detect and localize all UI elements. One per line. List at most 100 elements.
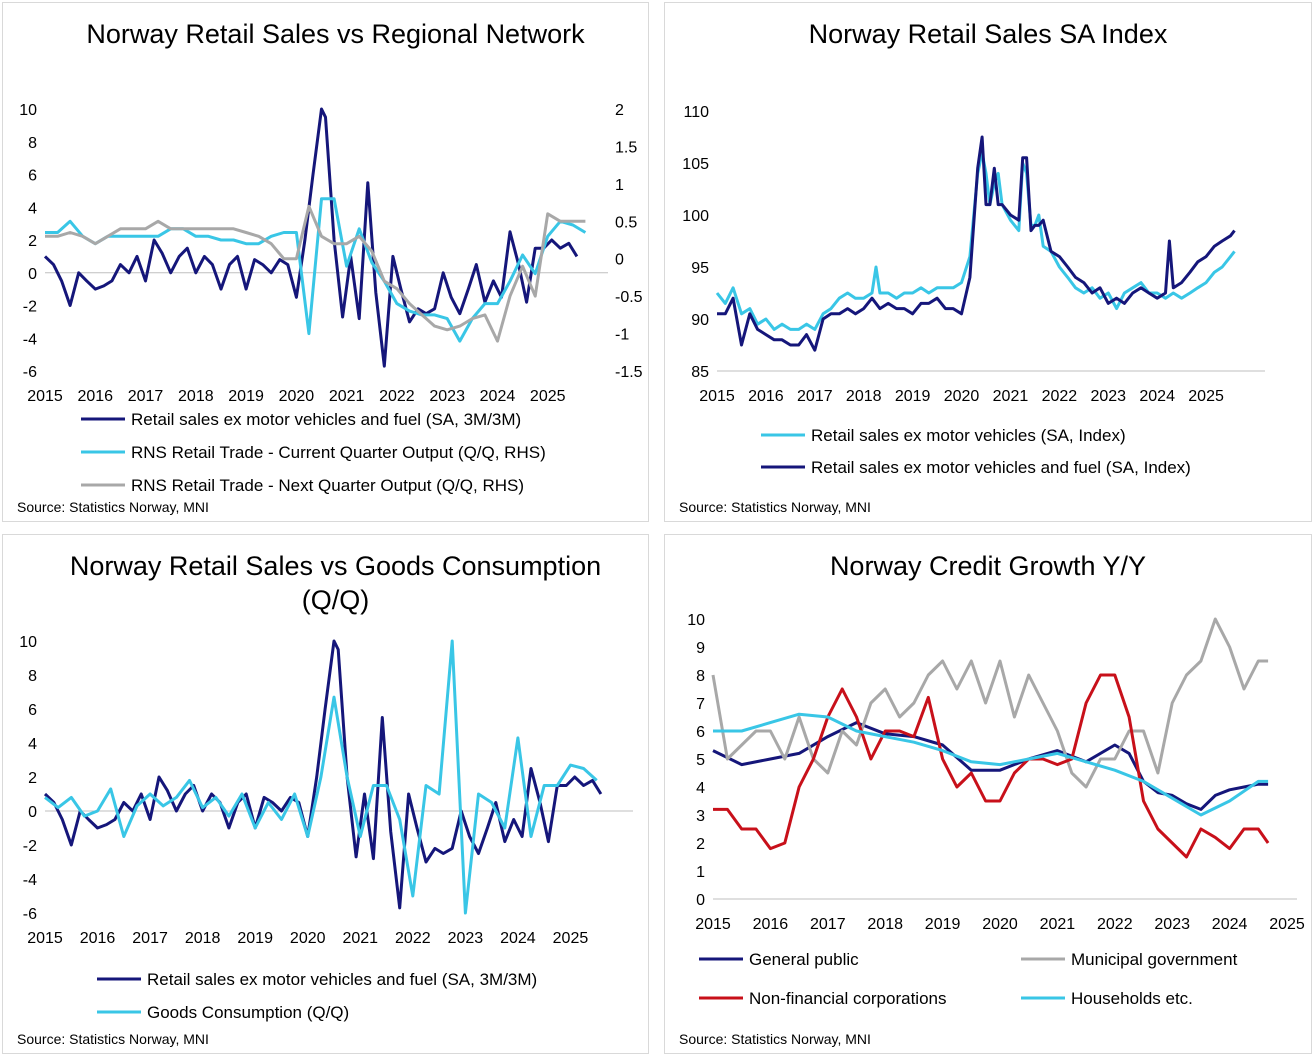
y-tick-label: 9	[696, 640, 705, 657]
x-tick-label: 2016	[80, 930, 116, 947]
x-tick-label: 2015	[27, 930, 63, 947]
chart-title: Norway Retail Sales vs Regional Network	[86, 19, 585, 49]
y2-tick-label: -0.5	[615, 289, 643, 306]
y-tick-label: 8	[28, 668, 37, 685]
x-tick-label: 2021	[342, 930, 378, 947]
x-tick-label: 2019	[237, 930, 273, 947]
y-tick-label: 10	[19, 102, 37, 119]
x-tick-label: 2023	[1090, 388, 1126, 405]
series-line-red	[713, 673, 1270, 859]
chart-plot: 10 8 6 4 2 0 -2 -4 -6 2 1.5 1 0.5 0 -0.5 -1 -1.5 2015 2016…	[19, 102, 643, 495]
y-tick-label: 4	[28, 200, 37, 217]
y-tick-label: 10	[19, 634, 37, 651]
x-tick-label: 2019	[925, 916, 961, 933]
y-tick-label: 8	[28, 135, 37, 152]
legend-label: Non-financial corporations	[749, 989, 947, 1008]
source-note: Source: Statistics Norway, MNI	[679, 499, 871, 515]
x-tick-label: 2023	[429, 388, 465, 405]
source-note: Source: Statistics Norway, MNI	[17, 499, 209, 515]
y-tick-label: 8	[696, 668, 705, 685]
y-tick-label: 2	[28, 770, 37, 787]
x-tick-label: 2016	[753, 916, 789, 933]
x-tick-label: 2015	[699, 388, 735, 405]
x-tick-label: 2025	[530, 388, 566, 405]
y-tick-label: 90	[691, 312, 709, 329]
y-tick-label: -2	[23, 299, 37, 316]
y-tick-label: 7	[696, 696, 705, 713]
x-tick-label: 2022	[379, 388, 415, 405]
x-tick-label: 2017	[128, 388, 164, 405]
y-tick-label: -4	[23, 331, 37, 348]
y2-tick-label: 1.5	[615, 139, 637, 156]
x-tick-label: 2019	[228, 388, 264, 405]
y-tick-label: 4	[28, 736, 37, 753]
legend-label: Goods Consumption (Q/Q)	[147, 1003, 349, 1022]
y-tick-label: 6	[28, 168, 37, 185]
chart-title: Norway Retail Sales vs Goods Consumption…	[69, 551, 602, 615]
series-line-cyan	[715, 151, 1236, 331]
y-tick-label: -6	[23, 364, 37, 381]
x-tick-label: 2022	[395, 930, 431, 947]
legend-label: Retail sales ex motor vehicles and fuel …	[131, 410, 521, 429]
y-tick-label: 2	[28, 233, 37, 250]
chart-title: Norway Credit Growth Y/Y	[829, 551, 1147, 581]
y-tick-label: 85	[691, 364, 709, 381]
x-tick-label: 2018	[178, 388, 214, 405]
chart-panel-credit-growth: Norway Credit Growth Y/Y 10 9 8 7 6 5 4 3 2 1 0 201…	[664, 534, 1312, 1054]
y-tick-label: 3	[696, 808, 705, 825]
y-tick-label: 6	[28, 702, 37, 719]
x-tick-label: 2021	[993, 388, 1029, 405]
x-tick-label: 2018	[867, 916, 903, 933]
y-tick-label: 0	[28, 266, 37, 283]
series-line-navy	[43, 639, 603, 910]
y2-tick-label: -1	[615, 327, 629, 344]
legend-label: RNS Retail Trade - Next Quarter Output (…	[131, 476, 524, 495]
y-tick-label: 110	[683, 104, 709, 121]
x-tick-label: 2024	[500, 930, 536, 947]
x-tick-label: 2016	[748, 388, 784, 405]
series-line-grey	[45, 204, 586, 343]
x-tick-label: 2023	[1154, 916, 1190, 933]
y-tick-label: 105	[682, 156, 709, 173]
x-tick-label: 2025	[1188, 388, 1224, 405]
chart-panel-retail-vs-regional-network: Norway Retail Sales vs Regional Network …	[2, 2, 649, 522]
series-line-cyan	[713, 712, 1269, 817]
y-tick-label: 0	[696, 892, 705, 909]
x-tick-label: 2020	[279, 388, 315, 405]
source-note: Source: Statistics Norway, MNI	[17, 1031, 209, 1047]
y2-tick-label: 0.5	[615, 214, 637, 231]
series-line-cyan	[45, 197, 587, 343]
y-tick-label: 10	[687, 612, 705, 629]
y-tick-label: -4	[23, 872, 37, 889]
x-tick-label: 2016	[77, 388, 113, 405]
x-tick-label: 2020	[982, 916, 1018, 933]
x-tick-label: 2017	[132, 930, 168, 947]
y2-tick-label: 1	[615, 177, 624, 194]
y-tick-label: -6	[23, 906, 37, 923]
series-line-navy	[717, 135, 1236, 352]
x-tick-label: 2024	[480, 388, 516, 405]
y2-tick-label: 0	[615, 252, 624, 269]
x-tick-label: 2020	[944, 388, 980, 405]
x-tick-label: 2024	[1139, 388, 1175, 405]
chart-plot: 10 8 6 4 2 0 -2 -4 -6 2015 2016 2017 2018 2019 2020 202…	[19, 634, 633, 1022]
legend-label: Households etc.	[1071, 989, 1193, 1008]
x-tick-label: 2022	[1042, 388, 1078, 405]
series-line-navy	[43, 107, 579, 368]
y-tick-label: 4	[696, 780, 705, 797]
x-tick-label: 2024	[1212, 916, 1248, 933]
y-tick-label: 100	[682, 208, 709, 225]
y-tick-label: -2	[23, 838, 37, 855]
x-tick-label: 2015	[27, 388, 63, 405]
x-tick-label: 2017	[797, 388, 833, 405]
y-tick-label: 1	[696, 864, 705, 881]
x-tick-label: 2018	[846, 388, 882, 405]
x-tick-label: 2019	[895, 388, 931, 405]
x-tick-label: 2015	[695, 916, 731, 933]
legend-label: General public	[749, 950, 859, 969]
y-tick-label: 2	[696, 836, 705, 853]
y-tick-label: 0	[28, 804, 37, 821]
x-tick-label: 2022	[1097, 916, 1133, 933]
y-tick-label: 6	[696, 724, 705, 741]
